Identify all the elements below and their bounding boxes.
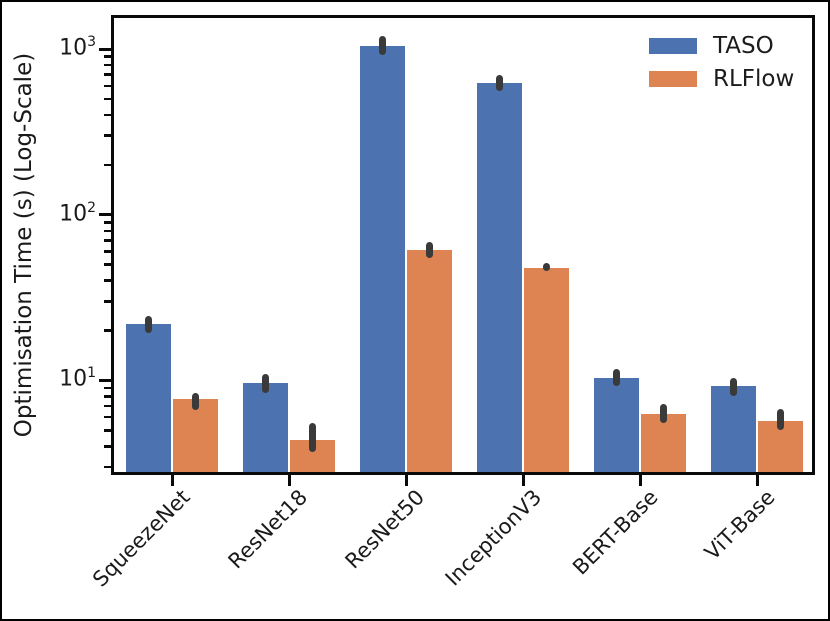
x-tick bbox=[170, 473, 174, 486]
error-bar-taso-vit-base bbox=[730, 377, 737, 396]
error-bar-rlflow-vit-base bbox=[777, 409, 784, 431]
y-minor-tick bbox=[104, 415, 112, 419]
y-minor-tick bbox=[104, 445, 112, 448]
y-minor-tick bbox=[104, 263, 112, 266]
bar-rlflow-inceptionv3 bbox=[524, 267, 569, 472]
plot-area bbox=[111, 15, 815, 475]
y-minor-tick bbox=[104, 329, 112, 332]
legend-item-taso: TASO bbox=[649, 33, 794, 59]
legend-swatch-rlflow bbox=[649, 71, 697, 87]
y-axis-label: Optimisation Time (s) (Log-Scale) bbox=[11, 52, 37, 438]
bar-taso-resnet18 bbox=[243, 382, 288, 472]
y-minor-tick bbox=[104, 229, 112, 233]
x-tick-label-bert-base: BERT-Base bbox=[568, 485, 663, 580]
error-bar-taso-resnet18 bbox=[262, 373, 269, 393]
x-tick bbox=[287, 473, 291, 486]
bar-taso-resnet50 bbox=[360, 45, 405, 472]
bar-taso-squeezenet bbox=[126, 323, 171, 472]
y-minor-tick bbox=[104, 84, 112, 88]
y-tick-label: 102 bbox=[59, 199, 96, 227]
bar-taso-vit-base bbox=[711, 385, 756, 472]
y-minor-tick bbox=[104, 221, 112, 224]
error-bar-taso-inceptionv3 bbox=[496, 74, 503, 91]
bar-rlflow-resnet50 bbox=[407, 250, 452, 472]
y-minor-tick bbox=[104, 134, 112, 137]
bar-taso-bert-base bbox=[594, 377, 639, 472]
y-minor-tick bbox=[104, 55, 112, 58]
y-tick-label: 103 bbox=[59, 34, 96, 61]
legend-label-rlflow: RLFlow bbox=[713, 66, 795, 92]
error-bar-rlflow-resnet18 bbox=[309, 423, 316, 452]
bar-rlflow-squeezenet bbox=[173, 399, 218, 472]
x-tick bbox=[638, 473, 642, 486]
error-bar-rlflow-squeezenet bbox=[192, 392, 199, 411]
y-minor-tick bbox=[104, 279, 112, 282]
legend: TASO RLFlow bbox=[649, 33, 795, 102]
x-tick-label-resnet50: ResNet50 bbox=[340, 485, 429, 574]
y-minor-tick bbox=[104, 300, 112, 303]
x-tick-label-resnet18: ResNet18 bbox=[223, 485, 312, 574]
error-bar-rlflow-inceptionv3 bbox=[543, 263, 550, 272]
error-bar-taso-bert-base bbox=[613, 368, 620, 387]
error-bar-taso-resnet50 bbox=[379, 36, 386, 56]
error-bar-rlflow-bert-base bbox=[660, 404, 667, 424]
x-tick bbox=[755, 473, 759, 486]
y-tick-label: 101 bbox=[59, 365, 96, 392]
y-minor-tick bbox=[104, 395, 112, 398]
y-minor-tick bbox=[104, 163, 112, 167]
y-major-tick bbox=[99, 47, 112, 51]
x-tick-label-squeezenet: SqueezeNet bbox=[88, 485, 195, 592]
y-minor-tick bbox=[104, 465, 112, 469]
legend-label-taso: TASO bbox=[713, 33, 774, 59]
legend-item-rlflow: RLFlow bbox=[649, 66, 795, 92]
y-minor-tick bbox=[104, 386, 112, 390]
legend-swatch-taso bbox=[649, 38, 697, 54]
y-minor-tick bbox=[104, 73, 112, 76]
y-minor-tick bbox=[104, 404, 112, 408]
y-minor-tick bbox=[104, 250, 112, 253]
error-bar-rlflow-resnet50 bbox=[426, 242, 433, 259]
y-major-tick bbox=[99, 213, 112, 217]
y-minor-tick bbox=[104, 63, 112, 67]
x-tick bbox=[521, 473, 525, 486]
y-minor-tick bbox=[104, 113, 112, 117]
y-minor-tick bbox=[104, 97, 112, 101]
x-tick-label-inceptionv3: InceptionV3 bbox=[440, 485, 546, 591]
bar-rlflow-bert-base bbox=[641, 413, 686, 472]
bar-taso-inceptionv3 bbox=[477, 82, 522, 472]
x-tick-label-vit-base: ViT-Base bbox=[700, 485, 780, 565]
x-tick bbox=[404, 473, 408, 486]
y-major-tick bbox=[99, 378, 112, 382]
y-minor-tick bbox=[104, 239, 112, 242]
error-bar-taso-squeezenet bbox=[145, 315, 152, 334]
y-minor-tick bbox=[104, 429, 112, 432]
